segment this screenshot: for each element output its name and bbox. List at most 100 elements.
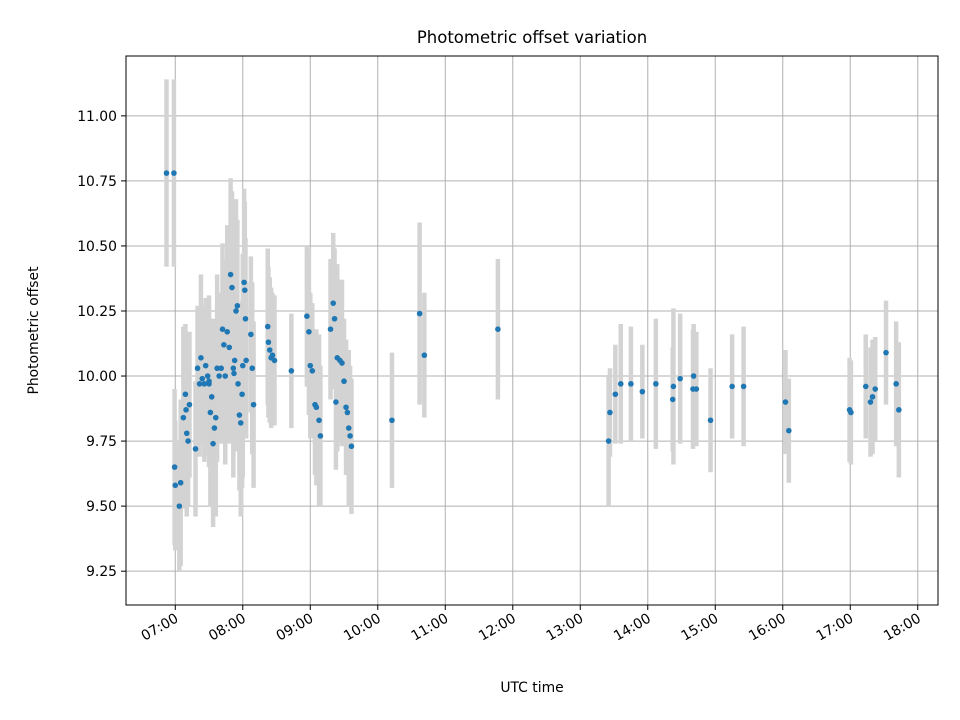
data-point (239, 391, 245, 398)
data-point (216, 373, 222, 379)
x-tick-label: 07:00 (139, 611, 182, 645)
y-tick-label: 10.25 (77, 304, 117, 320)
data-point (883, 349, 889, 356)
data-point (341, 378, 347, 385)
data-point (344, 409, 351, 416)
data-point (317, 433, 324, 439)
data-point (309, 368, 316, 374)
data-point (307, 362, 314, 369)
data-point (264, 323, 271, 330)
data-point (896, 407, 902, 413)
x-tick-label: 18:00 (881, 611, 924, 645)
data-point (653, 381, 659, 387)
data-point (249, 365, 256, 372)
data-point (218, 365, 224, 372)
data-point (265, 339, 272, 346)
data-point (893, 381, 899, 387)
data-point (183, 430, 190, 437)
data-point (211, 425, 218, 431)
data-point (171, 170, 177, 176)
data-point (243, 357, 249, 364)
data-point (782, 399, 789, 405)
data-point (316, 417, 322, 424)
x-tick-label: 16:00 (746, 611, 789, 645)
data-point (239, 362, 246, 369)
data-point (333, 399, 339, 405)
y-axis: 9.25 9.50 9.75 10.00 10.25 10.50 10.75 11.00 (77, 109, 126, 580)
data-point (248, 331, 254, 338)
y-tick-label: 10.50 (77, 239, 117, 255)
data-point (690, 373, 697, 379)
data-point (862, 383, 869, 390)
data-point (237, 420, 244, 426)
data-point (221, 342, 227, 348)
y-tick-label: 10.75 (77, 174, 117, 190)
data-point (331, 315, 338, 322)
data-point (416, 310, 423, 317)
data-point (224, 329, 231, 335)
data-point (288, 368, 295, 374)
x-tick-label: 09:00 (274, 611, 317, 645)
data-point (208, 394, 215, 400)
data-point (693, 386, 700, 392)
data-point (348, 443, 355, 450)
data-point (182, 391, 189, 398)
x-tick-label: 13:00 (544, 611, 587, 645)
data-point (192, 446, 199, 452)
data-point (639, 388, 646, 395)
data-point (313, 404, 320, 411)
data-point (339, 360, 345, 366)
data-point (612, 391, 619, 398)
data-point (196, 381, 203, 387)
data-point (231, 370, 237, 377)
data-point (242, 315, 249, 322)
y-tick-label: 11.00 (77, 109, 117, 125)
data-point (202, 362, 209, 369)
data-point (241, 287, 248, 293)
y-tick-label: 9.25 (86, 564, 117, 580)
data-point (677, 375, 683, 382)
data-point (222, 373, 229, 379)
data-point (669, 396, 676, 403)
data-point (234, 302, 241, 309)
chart-title: Photometric offset variation (417, 28, 647, 47)
y-tick-label: 9.75 (86, 434, 117, 450)
data-point (204, 373, 211, 379)
data-point (345, 425, 352, 431)
data-point (214, 365, 220, 372)
data-point (605, 438, 612, 444)
data-point (231, 357, 238, 364)
y-tick-label: 9.50 (86, 499, 117, 515)
data-point (786, 427, 792, 434)
data-point (194, 365, 201, 372)
data-point (269, 352, 276, 359)
x-axis: 07:00 08:00 09:00 10:00 11:00 12:00 13:00 14:00… (139, 605, 924, 644)
x-tick-label: 15:00 (679, 611, 722, 645)
plot-frame (125, 55, 939, 606)
data-point (185, 438, 191, 444)
data-point (183, 407, 189, 413)
x-tick-label: 08:00 (206, 611, 249, 645)
data-point (607, 409, 613, 416)
data-point (210, 440, 216, 447)
data-point (171, 464, 178, 470)
data-point (729, 383, 735, 390)
data-point (867, 399, 874, 405)
data-point (219, 326, 226, 332)
data-point (206, 378, 212, 385)
data-point (266, 347, 273, 353)
data-point (848, 409, 854, 416)
data-point (869, 394, 876, 400)
data-point (241, 279, 247, 286)
data-point (330, 300, 337, 306)
data-point (163, 170, 170, 176)
data-point (230, 365, 237, 372)
data-point (389, 417, 395, 424)
data-point (250, 401, 257, 408)
data-point (229, 284, 235, 291)
data-point (227, 271, 234, 278)
data-point (186, 401, 193, 408)
y-axis-label: Photometric offset (26, 266, 42, 395)
grid (126, 56, 938, 605)
